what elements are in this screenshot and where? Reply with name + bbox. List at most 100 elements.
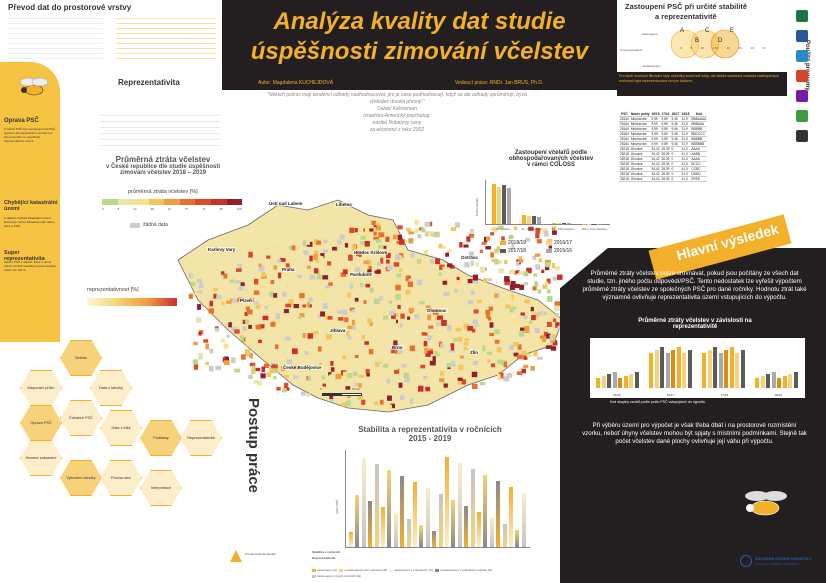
map-polygon [255,324,262,330]
map-polygon [313,330,319,335]
stabilita-bar [496,481,501,547]
city-label: Ostrava [460,255,479,260]
map-polygon [357,395,361,401]
map-polygon [248,374,253,379]
venn-letter-e: E [730,28,735,34]
map-polygon [195,317,202,323]
table-header: 19/18 [680,112,691,117]
map-polygon [520,327,525,331]
city-label: Plzeň [239,298,253,303]
table-cell: Úhonice [629,176,651,182]
map-polygon [473,276,478,281]
stabilita-legend: zastoupeno (A) nezastoupeno bez vyloučení… [312,568,532,578]
map-polygon [446,362,452,368]
table-cell: BCCC [690,161,708,167]
hlavni-bar [755,378,759,388]
map-polygon [240,282,245,286]
map-polygon [532,286,537,291]
venn-numbers: 0 5 10 2 10 20 15 10 % [680,46,765,50]
map-polygon [542,284,548,289]
city-label: Praha [281,267,296,272]
map-polygon [364,231,370,238]
map-polygon [497,225,504,230]
map-polygon [535,227,541,234]
map-polygon [552,340,558,346]
map-polygon [309,274,316,280]
map-polygon [420,364,426,369]
table-row: 25218 Úhonice 34,42 28,39 0 41,3 AAAA [619,156,708,162]
map-polygon [375,362,380,367]
stabilita-title-2: 2015 - 2019 [408,434,452,443]
map-polygon [472,360,479,366]
stabilita-bar [400,476,405,547]
table-row: 25164 Mnichovice 9,99 9,89 9,46 31,9 BBBAAAA [619,116,708,122]
map-polygon [523,315,528,319]
table-cell: 41,3 [680,161,691,167]
table-cell: AAAA [690,156,708,162]
legend-label: zastoupeno s vyloučením (C) [394,568,434,572]
table-header: 17/16 [660,112,671,117]
map-polygon [557,274,563,280]
map-polygon [516,354,523,360]
map-polygon [330,397,334,403]
map-polygon [410,252,415,258]
map-polygon [546,296,553,302]
coloss-category-label: 51 - 150 včelstev [551,227,575,231]
map-polygon [506,372,513,378]
map-polygon [246,341,252,347]
map-polygon [456,276,460,281]
map-polygon [374,369,380,375]
map-polygon [397,348,403,354]
map-polygon [331,246,337,251]
map-polygon [464,338,470,342]
map-polygon [262,315,269,321]
legend-label: 2016/17 [554,240,573,246]
stabilita-bar [451,500,456,547]
table-header: 16/15 [650,112,661,117]
map-polygon [342,371,347,377]
map-polygon [479,381,486,386]
table-row: 25164 Mnichovice 9,99 9,89 9,46 31,9 BBBBBB [619,141,708,147]
legend-tick: 57 [185,207,189,211]
map-polygon [337,254,342,258]
map-polygon [508,296,513,300]
chybejici-title: Chybějící katastrální území [4,200,58,212]
map-polygon [308,297,313,302]
map-polygon [367,260,372,265]
map-polygon [376,269,381,274]
map-polygon [450,343,455,347]
map-polygon [380,257,384,264]
map-polygon [405,289,411,295]
venn-num-5: 15 [738,46,742,50]
map-polygon [249,353,253,359]
map-polygon [257,381,262,386]
map-polygon [513,226,518,231]
map-polygon [521,368,527,374]
map-polygon [531,315,536,321]
map-polygon [518,331,525,337]
table-cell: 9,99 [650,136,661,142]
map-polygon [548,245,552,249]
excel-icon [796,10,808,22]
table-cell: EEEE [690,176,708,182]
map-polygon [330,361,334,366]
map-polygon [317,255,322,261]
map-polygon [395,284,401,291]
map-polygon [497,359,503,365]
hlavni-chart-xlabel: Kód skupiny vzorků podle počtu PSČ vstup… [610,400,705,404]
map-polygon [398,268,403,272]
map-polygon [325,315,330,321]
map-polygon [534,281,539,287]
legend-label: zastoupeno v jiných ročnících (E) [317,574,362,578]
scale-fifty: 50 km [352,387,361,391]
map-polygon [387,265,393,271]
map-polygon [259,284,265,290]
map-polygon [254,301,260,305]
map-polygon [389,330,395,334]
map-polygon [368,349,374,355]
venn-letter-c: C [705,28,710,34]
map-polygon [427,314,432,321]
map-polygon [418,227,424,231]
map-polygon [363,260,369,265]
oprava-title: Oprava PSČ [4,118,39,124]
